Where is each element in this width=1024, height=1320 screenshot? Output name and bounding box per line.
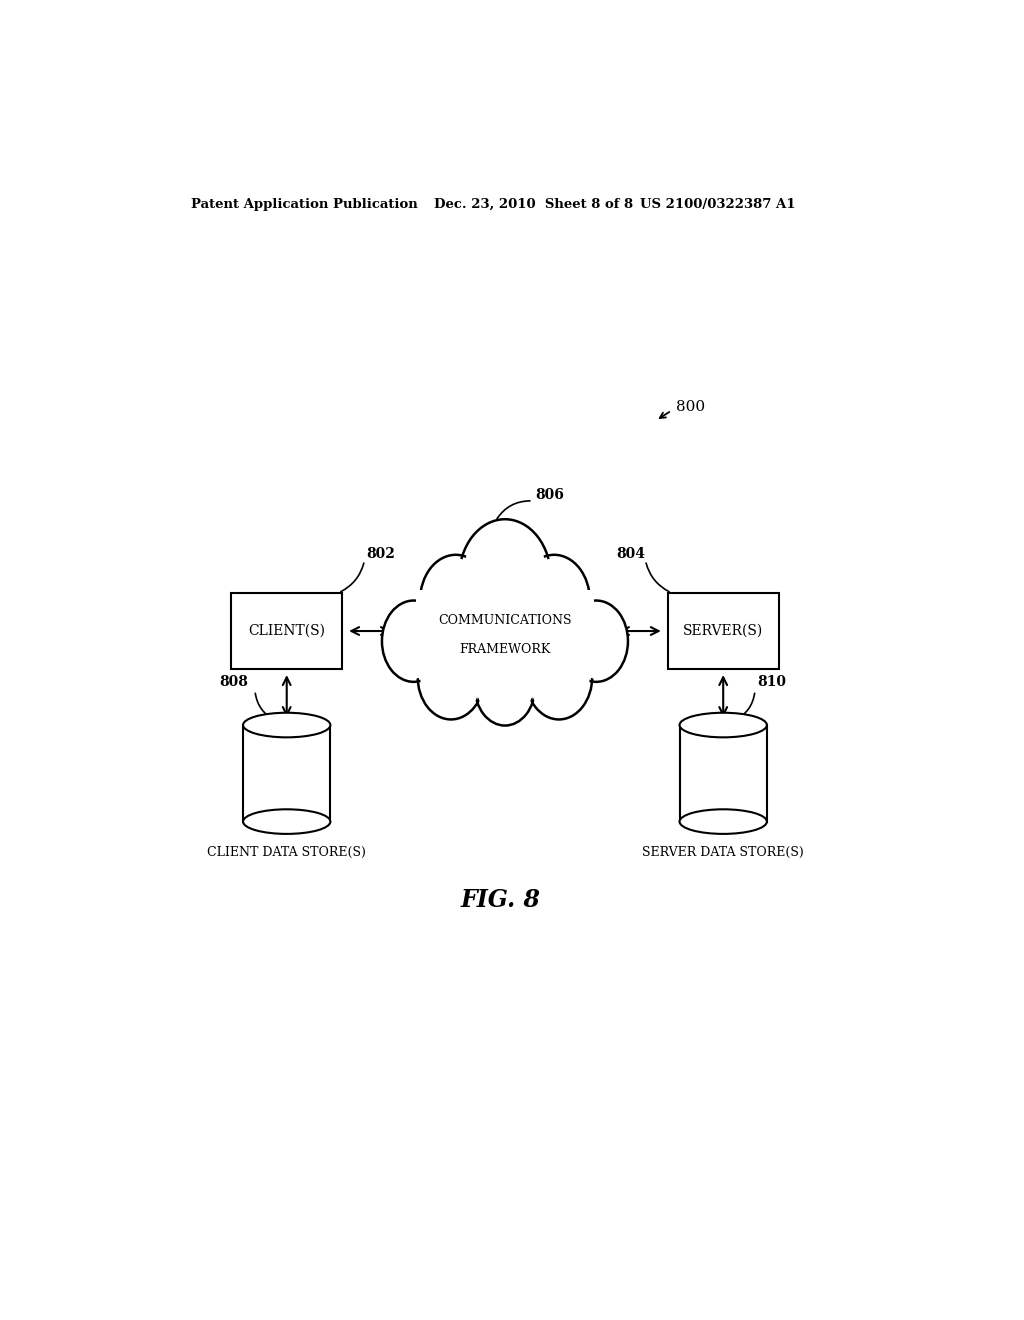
Ellipse shape [243,713,331,738]
Circle shape [423,558,488,643]
Text: 810: 810 [758,676,786,689]
Ellipse shape [243,809,331,834]
Circle shape [564,601,628,682]
Circle shape [420,638,481,715]
Bar [668,593,778,669]
Text: US 2100/0322387 A1: US 2100/0322387 A1 [640,198,796,211]
Text: FIG. 8: FIG. 8 [461,888,541,912]
Text: 802: 802 [367,548,395,561]
Bar [231,593,342,669]
Text: 806: 806 [536,488,564,502]
Circle shape [433,540,577,722]
Text: 804: 804 [616,548,645,561]
Circle shape [382,601,445,682]
Text: CLIENT DATA STORE(S): CLIENT DATA STORE(S) [207,846,367,858]
Text: COMMUNICATIONS: COMMUNICATIONS [438,614,571,627]
Circle shape [459,519,551,638]
Text: SERVER DATA STORE(S): SERVER DATA STORE(S) [642,846,804,858]
Bar [243,725,331,821]
Circle shape [567,603,626,678]
Text: FRAMEWORK: FRAMEWORK [460,643,551,656]
Circle shape [525,634,592,719]
Ellipse shape [680,713,767,738]
Text: CLIENT(S): CLIENT(S) [248,624,326,638]
Text: SERVER(S): SERVER(S) [683,624,763,638]
Circle shape [420,554,492,647]
Bar [414,585,596,677]
Bar [680,725,767,821]
Circle shape [477,651,532,722]
Text: 800: 800 [676,400,705,414]
Ellipse shape [680,809,767,834]
Circle shape [463,524,547,632]
Circle shape [418,634,484,719]
Circle shape [384,603,443,678]
Circle shape [475,648,536,726]
Text: 808: 808 [219,676,248,689]
Text: Dec. 23, 2010  Sheet 8 of 8: Dec. 23, 2010 Sheet 8 of 8 [433,198,633,211]
Text: Patent Application Publication: Patent Application Publication [191,198,418,211]
Circle shape [528,638,590,715]
Circle shape [521,558,587,643]
Circle shape [518,554,590,647]
Bar [416,590,594,673]
